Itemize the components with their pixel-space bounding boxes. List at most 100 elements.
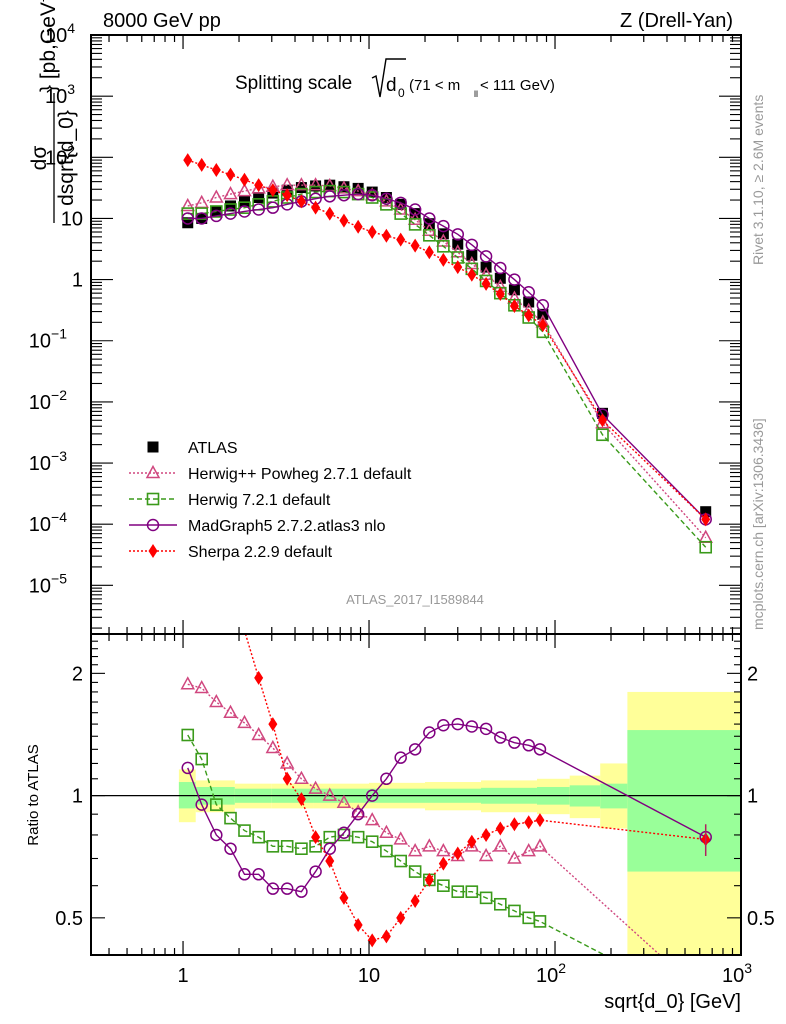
ratio-point xyxy=(280,840,294,853)
data-point xyxy=(183,153,193,168)
legend-item: Herwig 7.2.1 default xyxy=(129,492,331,509)
ratio-point xyxy=(465,885,479,898)
ratio-point xyxy=(265,739,281,754)
data-point xyxy=(337,188,351,202)
ratio-point xyxy=(437,879,450,892)
data-point xyxy=(453,260,463,275)
series-line xyxy=(187,193,707,520)
ratio-point xyxy=(210,828,223,842)
data-point xyxy=(364,187,380,201)
y-tick-label: 10−4 xyxy=(29,509,67,536)
ratio-point xyxy=(507,850,522,864)
ratio-point xyxy=(224,842,237,855)
ratio-point xyxy=(509,817,519,832)
title-sub: 0 xyxy=(398,86,405,100)
ratio-point xyxy=(436,843,451,857)
legend-label: MadGraph5 2.7.2.atlas3 nlo xyxy=(188,518,386,535)
ratio-point xyxy=(410,894,420,909)
data-point xyxy=(311,200,321,215)
y-axis-label-main: dσ dsqrt{d_0} xyxy=(28,93,78,223)
ratio-y-tick-label-right: 0.5 xyxy=(747,908,775,930)
data-point xyxy=(223,186,238,200)
ylabel-unit: } [pb,GeV-1] xyxy=(35,0,60,92)
data-point xyxy=(339,213,349,228)
data-point xyxy=(282,188,292,203)
y-tick-label: 10 xyxy=(61,208,83,230)
data-point xyxy=(380,192,393,205)
data-point xyxy=(210,209,223,223)
ratio-point xyxy=(535,813,545,828)
data-point xyxy=(597,413,607,428)
ratio-point xyxy=(266,882,280,895)
ratio-point xyxy=(493,838,508,852)
series-line xyxy=(187,190,707,548)
ratio-series-diamond xyxy=(244,634,711,948)
series-diamond xyxy=(183,153,711,527)
data-point xyxy=(451,228,465,241)
ratio-point xyxy=(336,794,352,809)
ratio-point xyxy=(210,798,223,811)
data-point xyxy=(239,172,249,187)
series-line xyxy=(187,159,707,520)
y-tick-label: 10−1 xyxy=(29,326,67,353)
data-point xyxy=(423,212,436,225)
data-point xyxy=(181,212,194,225)
ratio-point xyxy=(351,807,365,821)
ratio-point xyxy=(495,821,505,836)
data-point xyxy=(700,506,712,518)
legend: ATLAS Herwig++ Powheg 2.7.1 default Herwig… xyxy=(129,440,412,561)
data-point xyxy=(596,428,609,442)
data-point xyxy=(524,308,534,323)
data-point xyxy=(294,177,309,191)
ratio-point xyxy=(325,854,335,869)
ratio-point xyxy=(467,834,477,849)
data-point xyxy=(494,261,507,275)
data-point xyxy=(381,228,391,243)
data-point xyxy=(180,197,196,212)
data-point xyxy=(238,201,251,214)
ratio-point xyxy=(522,739,535,752)
data-point xyxy=(209,189,224,203)
data-point xyxy=(408,203,422,216)
y-tick-label: 10−2 xyxy=(29,387,67,414)
y-tick-label: 102 xyxy=(45,142,75,169)
x-axis-label: sqrt{d_0} [GeV] xyxy=(604,991,741,1013)
legend-marker xyxy=(147,441,159,453)
ratio-point xyxy=(424,872,434,887)
ratio-point xyxy=(353,918,363,933)
x-tick-label: 102 xyxy=(536,960,566,987)
data-point xyxy=(224,207,237,220)
legend-label: Herwig 7.2.1 default xyxy=(188,492,331,509)
y-tick-label: 1 xyxy=(72,270,83,292)
side-label-rivet: Rivet 3.1.10, ≥ 2.6M events xyxy=(750,95,766,265)
legend-item: MadGraph5 2.7.2.atlas3 nlo xyxy=(129,518,386,535)
ratio-point xyxy=(380,844,393,858)
ratio-point xyxy=(238,868,251,881)
ratio-point xyxy=(394,751,407,764)
ratio-line xyxy=(187,734,606,955)
ratio-y-tick-label-left: 1 xyxy=(72,786,83,808)
data-point xyxy=(295,182,307,194)
data-point xyxy=(523,296,535,308)
ratio-point xyxy=(451,717,465,731)
ratio-point xyxy=(408,865,422,878)
data-point xyxy=(210,205,223,218)
ratio-point xyxy=(524,815,534,830)
stat-uncertainty-band xyxy=(627,730,741,872)
ratio-point xyxy=(396,910,406,925)
main-series xyxy=(180,153,713,554)
ratio-point xyxy=(407,843,423,857)
ratio-point xyxy=(266,840,280,853)
ratio-point xyxy=(481,827,491,842)
data-point xyxy=(367,225,377,240)
ratio-point xyxy=(224,811,237,825)
legend-marker xyxy=(145,464,161,479)
data-point xyxy=(494,272,506,284)
ratio-point xyxy=(209,693,224,708)
ratio-point xyxy=(282,771,292,786)
ratio-point xyxy=(195,798,208,811)
data-point xyxy=(394,196,407,210)
ylabel-num: dσ xyxy=(28,146,51,171)
data-point xyxy=(379,193,394,207)
